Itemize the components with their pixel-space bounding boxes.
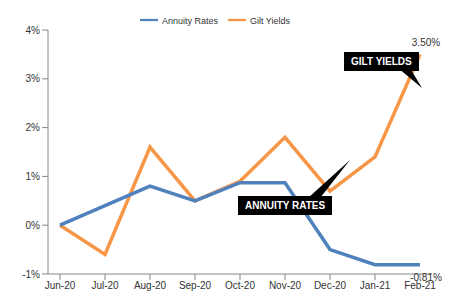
svg-text:Oct-20: Oct-20	[225, 280, 255, 291]
svg-text:4%: 4%	[26, 25, 41, 36]
svg-text:Jun-20: Jun-20	[45, 280, 76, 291]
svg-text:Aug-20: Aug-20	[134, 280, 167, 291]
svg-text:-1%: -1%	[22, 269, 40, 280]
svg-text:Nov-20: Nov-20	[269, 280, 302, 291]
svg-text:3.50%: 3.50%	[412, 37, 440, 48]
svg-text:Jan-21: Jan-21	[360, 280, 391, 291]
svg-text:Sep-20: Sep-20	[179, 280, 212, 291]
svg-text:1%: 1%	[26, 171, 41, 182]
html-text:ANNUITY RATES: ANNUITY RATES	[245, 200, 326, 211]
svg-text:2%: 2%	[26, 122, 41, 133]
svg-text:Feb-21: Feb-21	[404, 280, 436, 292]
html-text:Annuity Rates: Annuity Rates	[162, 16, 218, 26]
svg-text:Dec-20: Dec-20	[314, 280, 347, 291]
svg-text:0%: 0%	[26, 220, 41, 231]
svg-text:3%: 3%	[26, 73, 41, 84]
html-text:Gilt Yields: Gilt Yields	[250, 16, 290, 26]
svg-text:Jul-20: Jul-20	[91, 280, 119, 291]
html-text:GILT YIELDS: GILT YIELDS	[351, 56, 412, 67]
svg-text:-0.81%: -0.81%	[410, 272, 442, 283]
